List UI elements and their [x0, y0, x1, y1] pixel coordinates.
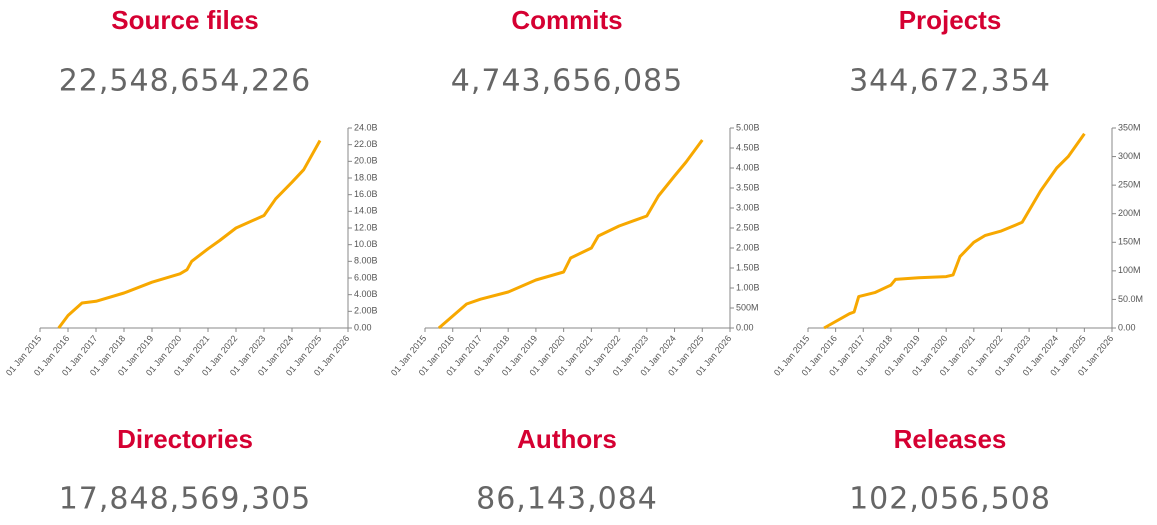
stat-title: Authors	[517, 424, 617, 454]
y-tick-label: 24.0B	[354, 122, 378, 132]
y-tick-label: 0.00	[736, 322, 754, 332]
y-tick-label: 14.0B	[354, 206, 378, 216]
y-tick-label: 6.00B	[354, 272, 378, 282]
y-tick-label: 4.00B	[736, 162, 760, 172]
y-tick-label: 2.50B	[736, 222, 760, 232]
stat-count: 102,056,508	[849, 482, 1051, 517]
stat-count: 344,672,354	[849, 64, 1051, 99]
y-tick-label: 16.0B	[354, 189, 378, 199]
stat-title: Source files	[111, 5, 258, 35]
y-tick-label: 10.0B	[354, 239, 378, 249]
y-tick-label: 1.00B	[736, 282, 760, 292]
stat-count: 4,743,656,085	[451, 64, 683, 99]
y-tick-label: 3.50B	[736, 182, 760, 192]
data-line	[437, 139, 704, 330]
y-tick-label: 500M	[736, 302, 759, 312]
stat-title: Projects	[899, 5, 1002, 35]
stat-count: 22,548,654,226	[59, 64, 312, 99]
y-tick-label: 100M	[1118, 265, 1141, 275]
y-tick-label: 20.0B	[354, 156, 378, 166]
y-tick-label: 2.00B	[736, 242, 760, 252]
y-tick-label: 5.00B	[736, 122, 760, 132]
y-tick-label: 0.00	[354, 322, 372, 332]
y-tick-label: 300M	[1118, 151, 1141, 161]
y-tick-label: 22.0B	[354, 139, 378, 149]
stat-title: Releases	[894, 424, 1007, 454]
stat-count: 17,848,569,305	[59, 482, 312, 517]
y-tick-label: 4.00B	[354, 289, 378, 299]
y-tick-label: 200M	[1118, 208, 1141, 218]
y-tick-label: 150M	[1118, 237, 1141, 247]
y-tick-label: 350M	[1118, 122, 1141, 132]
data-line	[57, 139, 322, 329]
stat-title: Commits	[511, 5, 622, 35]
y-tick-label: 12.0B	[354, 222, 378, 232]
y-tick-label: 18.0B	[354, 172, 378, 182]
y-tick-label: 2.00B	[354, 306, 378, 316]
y-tick-label: 8.00B	[354, 256, 378, 266]
y-tick-label: 4.50B	[736, 142, 760, 152]
data-line	[823, 132, 1086, 330]
y-tick-label: 250M	[1118, 180, 1141, 190]
stat-title: Directories	[117, 424, 253, 454]
y-tick-label: 3.00B	[736, 202, 760, 212]
y-tick-label: 1.50B	[736, 262, 760, 272]
y-tick-label: 0.00	[1118, 322, 1136, 332]
stat-count: 86,143,084	[476, 482, 658, 517]
y-tick-label: 50.0M	[1118, 294, 1143, 304]
